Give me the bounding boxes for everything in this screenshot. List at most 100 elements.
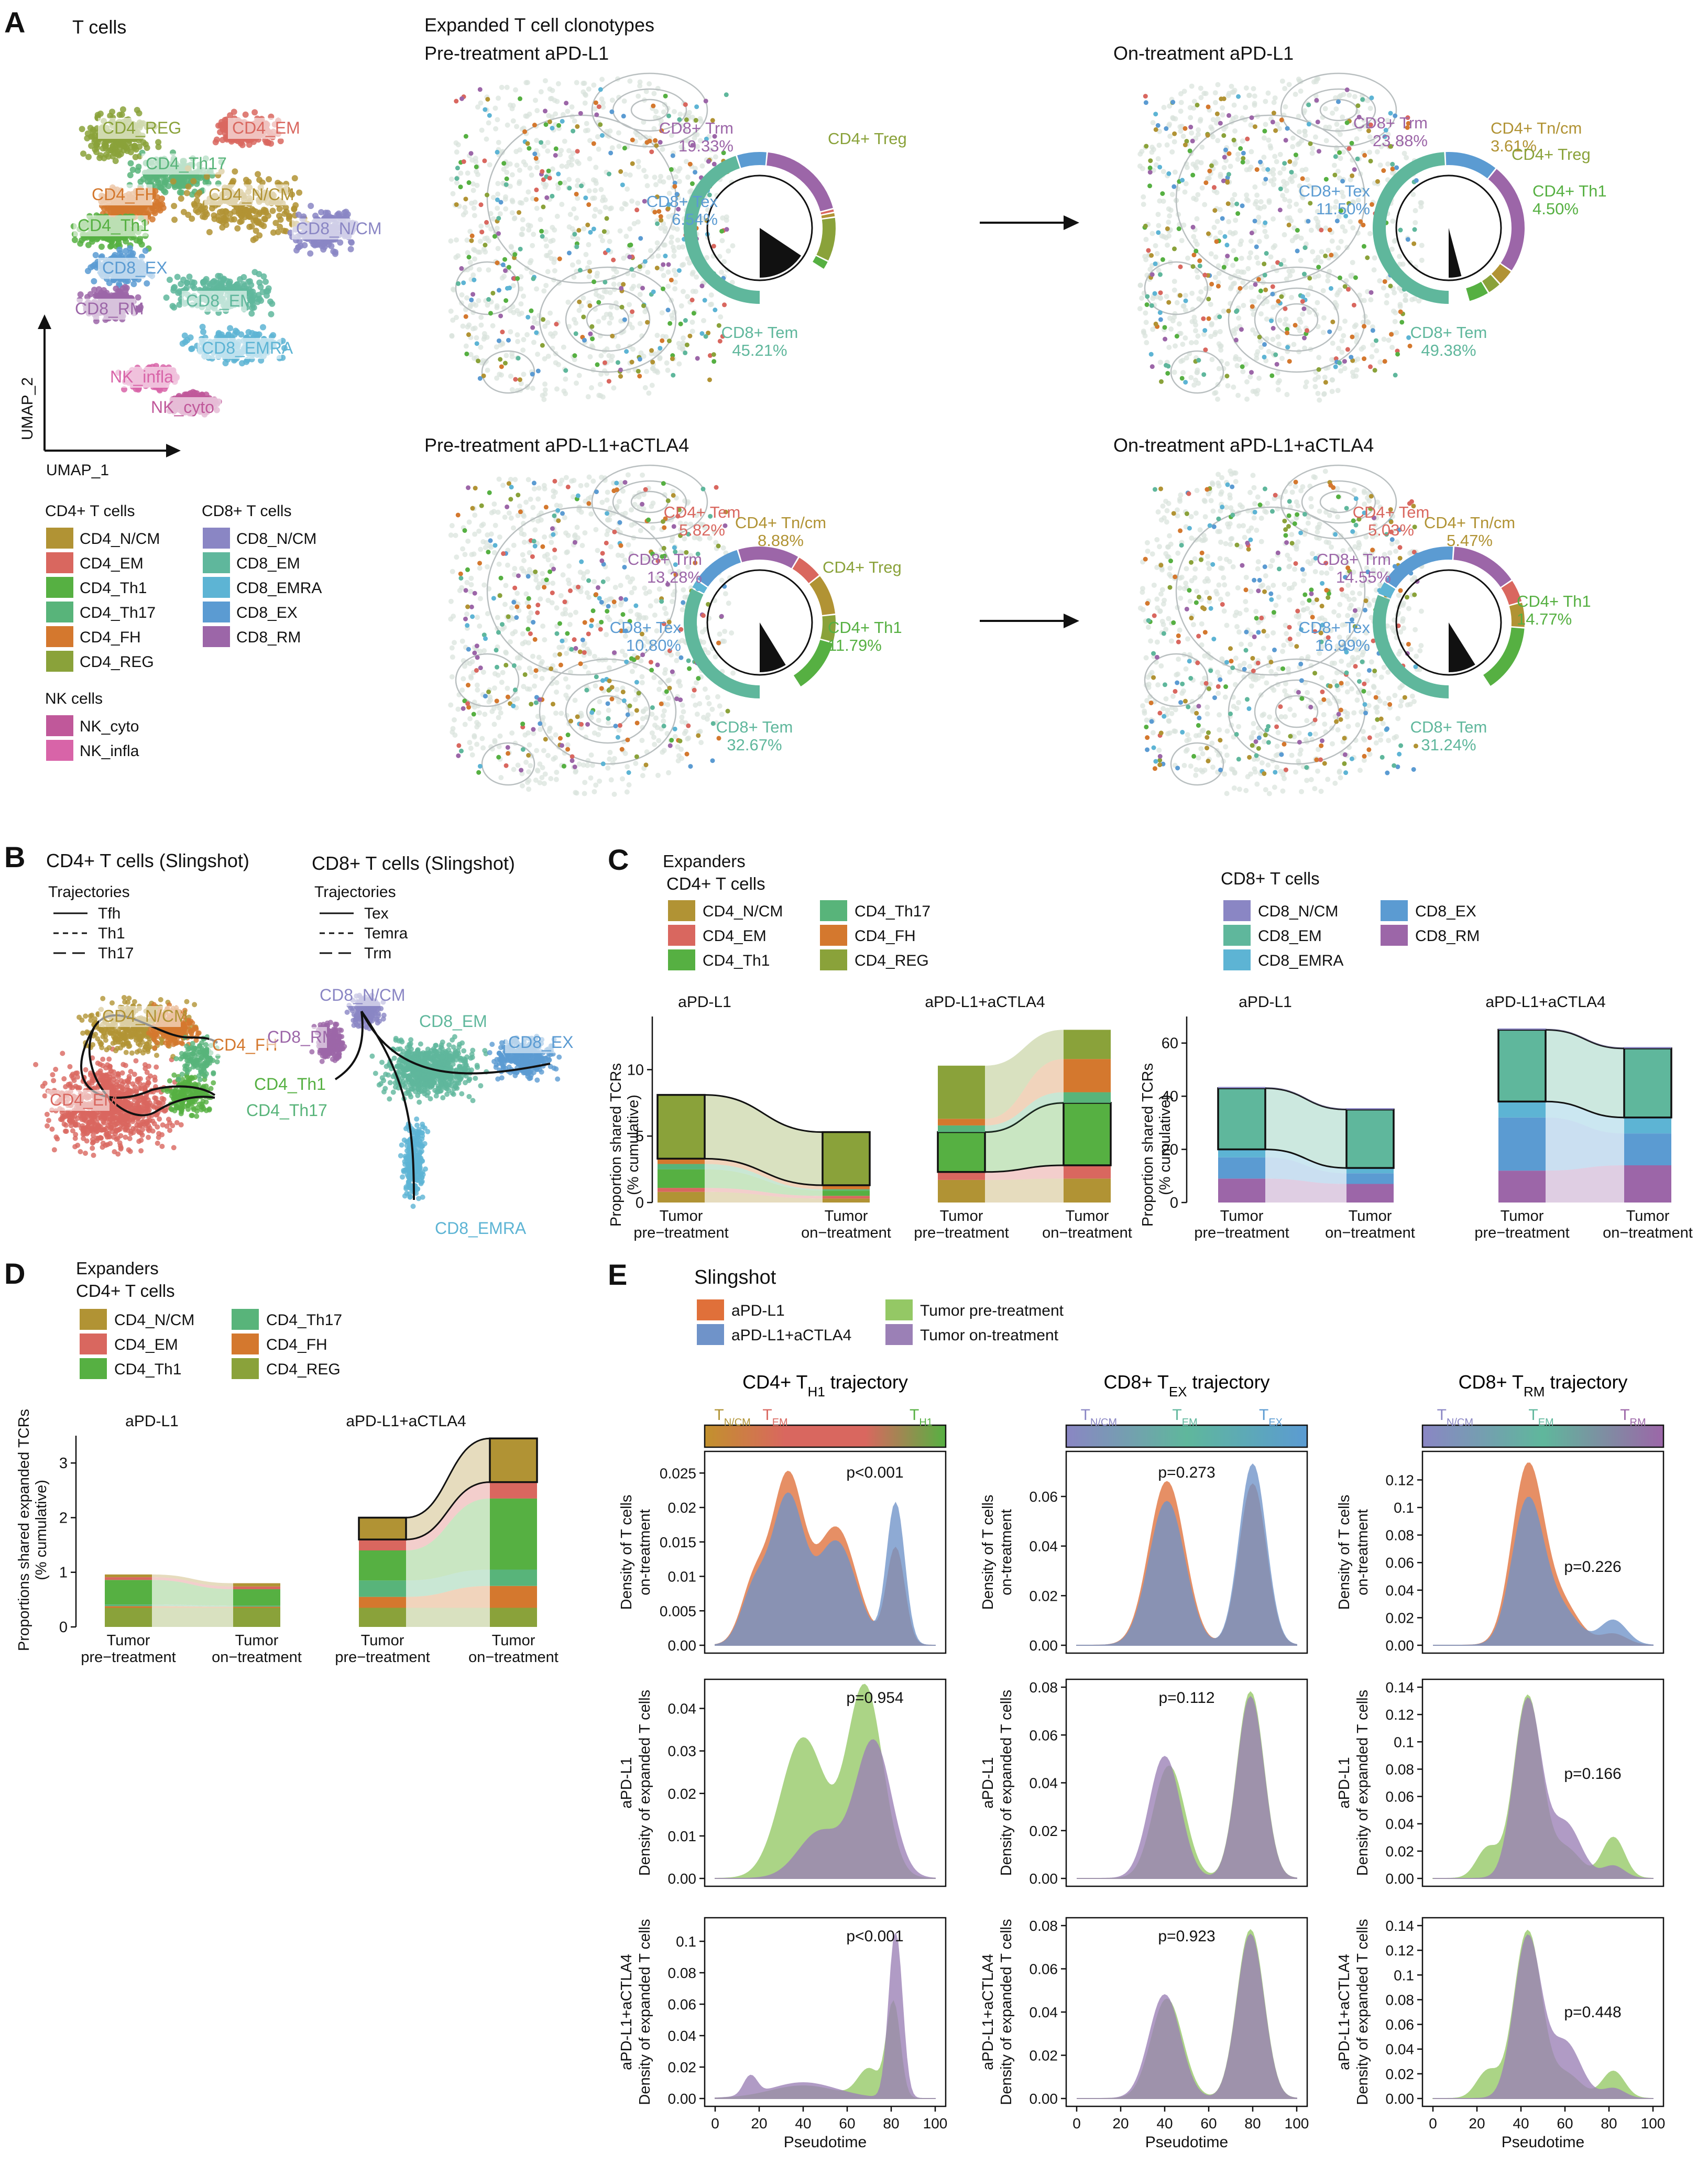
umap-bg-point — [699, 163, 705, 169]
umap-point — [127, 172, 134, 179]
umap-bg-point — [1191, 382, 1197, 388]
donut-black-wedge — [760, 228, 801, 278]
umap-bg-point — [1225, 383, 1231, 389]
umap-bg-point — [1194, 340, 1199, 345]
umap-bg-point — [464, 295, 470, 301]
umap-bg-point — [1271, 177, 1277, 182]
umap-bg-point — [567, 212, 573, 217]
umap-bg-point — [1256, 238, 1262, 244]
umap-bg-point — [1371, 267, 1377, 273]
umap-bg-point — [1247, 374, 1253, 380]
umap-bg-point — [495, 181, 501, 187]
legend-label-cd4-em: CD4_EM — [80, 555, 144, 572]
umap-clone-point — [535, 368, 541, 374]
umap-bg-point — [1234, 363, 1240, 369]
umap-point — [202, 209, 209, 215]
umap-bg-point — [494, 305, 500, 311]
umap-bg-point — [1322, 106, 1328, 112]
umap-bg-point — [570, 262, 575, 268]
umap-bg-point — [677, 112, 683, 117]
umap-point — [116, 246, 123, 253]
umap-bg-point — [455, 142, 461, 148]
umap-bg-point — [1256, 375, 1262, 381]
umap-clone-point — [630, 137, 635, 143]
umap-bg-point — [1141, 194, 1146, 200]
umap-clone-point — [596, 300, 601, 305]
umap-point — [320, 246, 327, 253]
umap-bg-point — [454, 237, 459, 243]
umap-point — [157, 207, 163, 214]
umap-bg-point — [609, 97, 615, 103]
umap-bg-point — [1392, 290, 1397, 296]
umap-bg-point — [593, 291, 599, 297]
umap-clone-point — [582, 337, 587, 343]
umap-bg-point — [1217, 207, 1223, 213]
umap-bg-point — [1228, 286, 1233, 291]
umap-clone-point — [554, 322, 559, 327]
umap-bg-point — [689, 319, 695, 325]
umap-bg-point — [630, 247, 636, 253]
umap-bg-point — [474, 169, 479, 174]
umap-bg-point — [569, 104, 575, 110]
umap-bg-point — [1195, 333, 1201, 339]
umap-bg-point — [1335, 388, 1341, 394]
umap-clone-point — [683, 102, 688, 107]
umap-bg-point — [1374, 149, 1380, 155]
umap-point — [106, 147, 113, 154]
umap-bg-point — [1309, 150, 1315, 156]
umap-clone-point — [574, 244, 579, 249]
umap-bg-point — [1294, 201, 1299, 207]
umap-bg-point — [1208, 124, 1214, 130]
umap-bg-point — [1232, 331, 1238, 336]
umap-bg-point — [1230, 263, 1236, 268]
umap-bg-point — [1193, 196, 1199, 202]
umap-bg-point — [572, 118, 577, 124]
umap-bg-point — [1289, 179, 1295, 184]
umap-clone-point — [560, 118, 565, 124]
umap-bg-point — [509, 210, 515, 216]
umap-bg-point — [650, 366, 655, 371]
umap-bg-point — [1272, 154, 1278, 159]
umap-clone-point — [544, 195, 550, 200]
umap-clone-point — [638, 264, 643, 269]
umap-bg-point — [454, 149, 459, 155]
umap-bg-point — [1182, 189, 1188, 195]
umap-bg-point — [507, 161, 513, 167]
umap-clone-point — [503, 268, 508, 273]
umap-bg-point — [1297, 207, 1303, 213]
umap-bg-point — [1180, 357, 1186, 363]
umap-bg-point — [657, 178, 663, 184]
umap-bg-point — [543, 282, 549, 288]
umap-bg-point — [450, 191, 456, 196]
umap-bg-point — [462, 205, 468, 211]
umap-bg-point — [571, 206, 577, 212]
umap-bg-point — [1342, 228, 1348, 234]
umap-bg-point — [576, 160, 582, 166]
umap-bg-point — [1340, 114, 1345, 120]
umap-bg-point — [1293, 92, 1298, 97]
umap-bg-point — [1338, 238, 1344, 244]
umap-point — [142, 247, 149, 254]
umap-bg-point — [627, 172, 633, 178]
umap-bg-point — [623, 171, 629, 177]
umap-clone-point — [649, 149, 654, 155]
umap-bg-point — [1179, 238, 1185, 244]
umap-bg-point — [1270, 336, 1276, 342]
donut-label-cd8-tex: CD8+ Tex — [647, 192, 718, 211]
umap-label-cd4-reg: CD4_REG — [102, 118, 181, 137]
umap-clone-point — [640, 286, 645, 291]
umap-bg-point — [1252, 93, 1257, 99]
umap-bg-point — [1323, 138, 1329, 144]
umap-label-cd4-fh: CD4_FH — [92, 185, 157, 204]
umap-bg-point — [1277, 378, 1283, 384]
umap-bg-point — [1137, 306, 1143, 312]
umap-bg-point — [593, 180, 599, 186]
umap-clone-point — [541, 317, 546, 322]
umap-bg-point — [517, 167, 522, 173]
umap-bg-point — [1367, 231, 1373, 236]
umap-bg-point — [1263, 122, 1268, 127]
umap-clone-point — [499, 364, 504, 369]
umap-bg-point — [1178, 108, 1184, 114]
umap-clone-point — [500, 330, 505, 335]
umap-bg-point — [1252, 102, 1257, 108]
